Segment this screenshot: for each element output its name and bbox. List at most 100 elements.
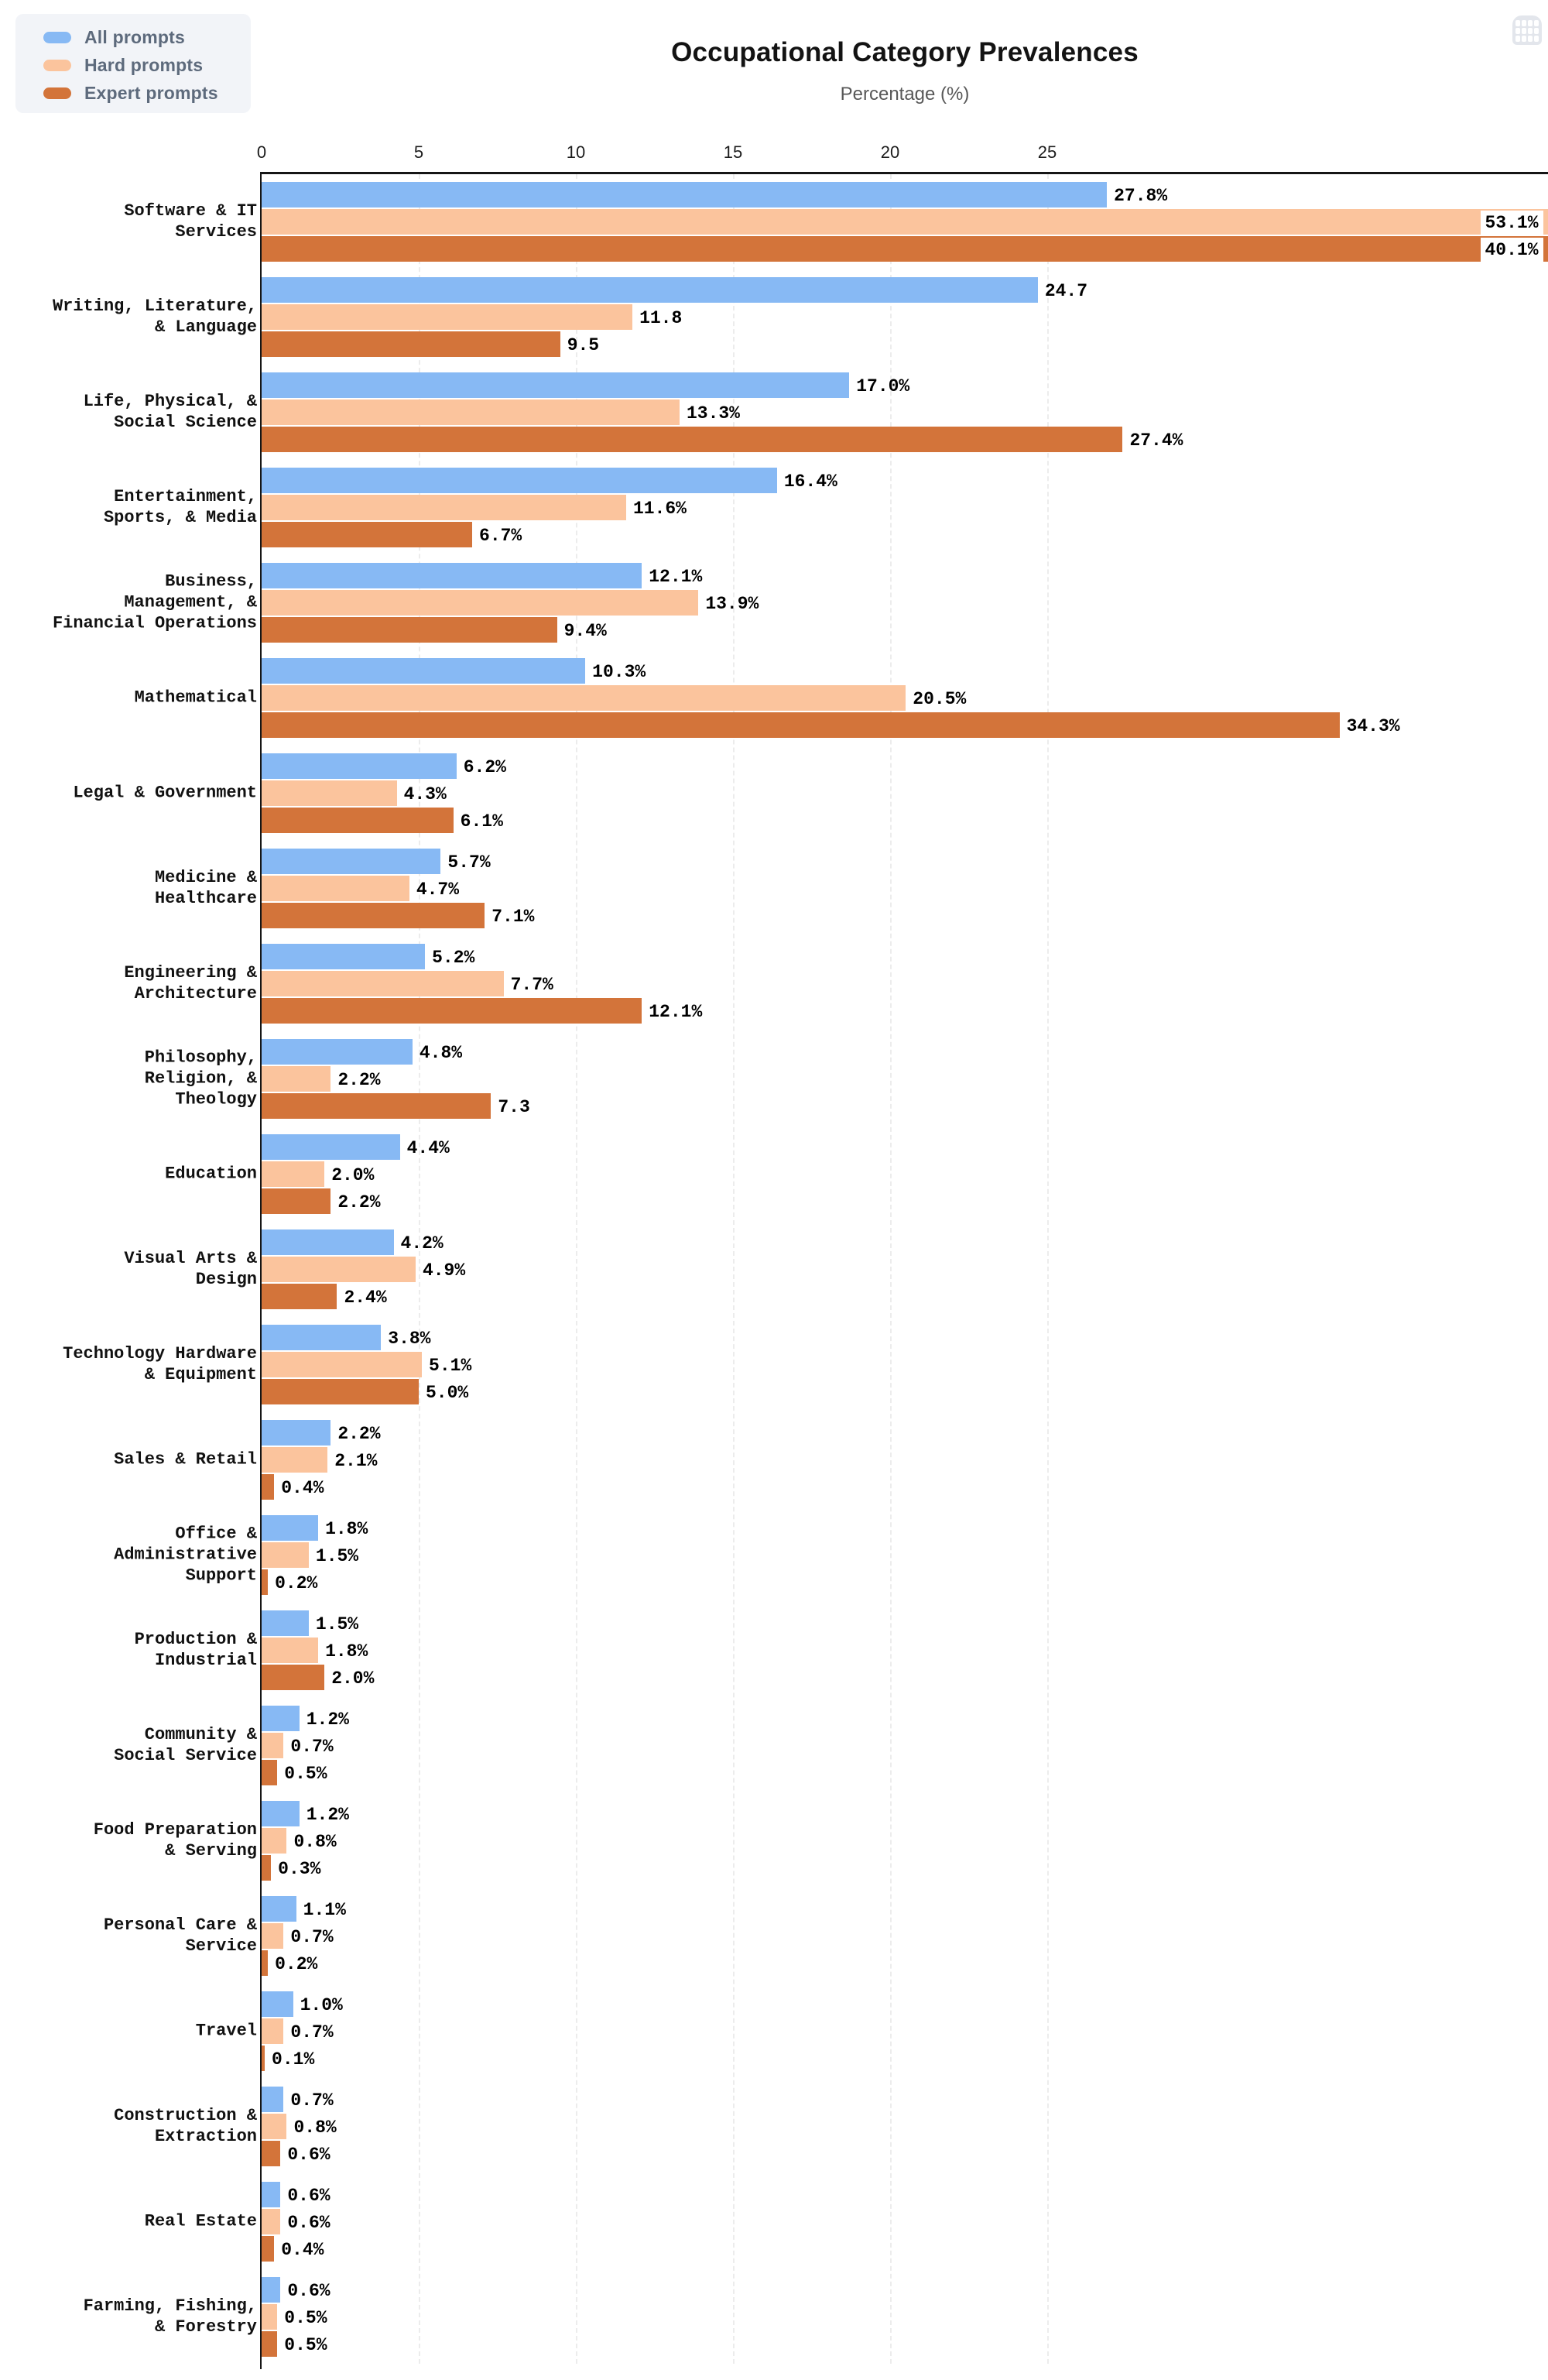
bar-hard-prompts[interactable] [262, 1828, 287, 1854]
data-table-icon[interactable] [1512, 15, 1542, 45]
bar-value-label: 7.7% [510, 974, 553, 995]
bar-expert-prompts[interactable] [262, 331, 560, 357]
bar-all-prompts[interactable] [262, 372, 850, 398]
bar-hard-prompts[interactable] [262, 400, 680, 425]
bar-hard-prompts[interactable] [262, 1352, 423, 1377]
bar-hard-prompts[interactable] [262, 1066, 331, 1092]
category-label: Business, Management, & Financial Operat… [52, 571, 257, 633]
bar-all-prompts[interactable] [262, 1039, 413, 1065]
x-axis-tick-label: 10 [566, 142, 586, 162]
category-label: Entertainment, Sports, & Media [103, 487, 257, 527]
bar-all-prompts[interactable] [262, 2087, 284, 2112]
bar-expert-prompts[interactable] [262, 1474, 275, 1500]
category-label: Food Preparation & Serving [93, 1820, 257, 1860]
bar-all-prompts[interactable] [262, 1706, 300, 1731]
bar-value-label: 4.4% [406, 1137, 450, 1158]
bar-expert-prompts[interactable] [262, 712, 1340, 738]
category-label: Visual Arts & Design [124, 1249, 257, 1289]
legend-label: All prompts [84, 27, 185, 47]
bar-expert-prompts[interactable] [262, 2046, 265, 2071]
bar-value-label: 9.4% [563, 620, 607, 641]
bar-expert-prompts[interactable] [262, 522, 473, 547]
bar-all-prompts[interactable] [262, 277, 1038, 303]
bar-expert-prompts[interactable] [262, 1188, 331, 1214]
bar-expert-prompts[interactable] [262, 2236, 275, 2262]
bar-expert-prompts[interactable] [262, 1855, 272, 1881]
bar-hard-prompts[interactable] [262, 2018, 284, 2044]
bar-value-label: 0.4% [281, 1477, 324, 1498]
bar-all-prompts[interactable] [262, 2182, 281, 2207]
legend-item-expert-prompts[interactable]: Expert prompts [43, 83, 251, 104]
bar-hard-prompts[interactable] [262, 209, 1548, 235]
bar-all-prompts[interactable] [262, 1420, 331, 1445]
bar-hard-prompts[interactable] [262, 1733, 284, 1758]
legend-item-hard-prompts[interactable]: Hard prompts [43, 55, 251, 76]
category-label: Sales & Retail [114, 1449, 257, 1469]
bar-expert-prompts[interactable] [262, 1760, 278, 1785]
bar-value-label: 1.8% [325, 1641, 368, 1662]
bar-hard-prompts[interactable] [262, 495, 626, 520]
bar-hard-prompts[interactable] [262, 1257, 416, 1282]
bar-value-label: 10.3% [592, 661, 646, 682]
bar-all-prompts[interactable] [262, 2277, 281, 2303]
bar-hard-prompts[interactable] [262, 685, 906, 711]
bar-value-label: 0.4% [281, 2239, 324, 2260]
bar-all-prompts[interactable] [262, 563, 642, 588]
legend-item-all-prompts[interactable]: All prompts [43, 27, 251, 48]
bar-value-label: 17.0% [856, 376, 910, 396]
bar-hard-prompts[interactable] [262, 1923, 284, 1949]
bar-all-prompts[interactable] [262, 1801, 300, 1826]
bar-expert-prompts[interactable] [262, 1665, 325, 1690]
bar-all-prompts[interactable] [262, 1515, 319, 1541]
bar-all-prompts[interactable] [262, 1991, 293, 2017]
bar-all-prompts[interactable] [262, 1896, 296, 1922]
bar-value-label: 0.7% [290, 2022, 334, 2042]
bar-hard-prompts[interactable] [262, 2304, 278, 2330]
bar-all-prompts[interactable] [262, 849, 441, 874]
bar-hard-prompts[interactable] [262, 1542, 309, 1568]
bar-hard-prompts[interactable] [262, 780, 397, 806]
bar-expert-prompts[interactable] [262, 1379, 419, 1404]
bar-expert-prompts[interactable] [262, 2331, 278, 2357]
bar-all-prompts[interactable] [262, 1610, 309, 1636]
bar-expert-prompts[interactable] [262, 427, 1123, 452]
category-label: Travel [195, 2021, 257, 2041]
bar-all-prompts[interactable] [262, 468, 777, 493]
bar-hard-prompts[interactable] [262, 2114, 287, 2139]
bar-hard-prompts[interactable] [262, 1161, 325, 1187]
bar-all-prompts[interactable] [262, 1229, 394, 1255]
bar-hard-prompts[interactable] [262, 2209, 281, 2234]
bar-value-label: 27.4% [1129, 430, 1183, 451]
bar-expert-prompts[interactable] [262, 617, 557, 643]
bar-expert-prompts[interactable] [262, 808, 454, 833]
bar-value-label: 5.1% [429, 1355, 472, 1376]
bar-hard-prompts[interactable] [262, 1447, 328, 1473]
legend-label: Hard prompts [84, 55, 204, 75]
bar-expert-prompts[interactable] [262, 1569, 269, 1595]
bar-hard-prompts[interactable] [262, 1638, 319, 1663]
bar-all-prompts[interactable] [262, 182, 1108, 207]
bar-hard-prompts[interactable] [262, 304, 633, 330]
category-label: Technology Hardware & Equipment [63, 1344, 257, 1384]
bar-all-prompts[interactable] [262, 1134, 400, 1160]
bar-hard-prompts[interactable] [262, 590, 699, 616]
bar-expert-prompts[interactable] [262, 2141, 281, 2166]
category-label: Personal Care & Service [103, 1915, 257, 1956]
bar-value-label: 6.7% [479, 525, 522, 546]
bar-all-prompts[interactable] [262, 1325, 382, 1350]
bar-expert-prompts[interactable] [262, 236, 1548, 262]
bar-expert-prompts[interactable] [262, 1284, 337, 1309]
bar-expert-prompts[interactable] [262, 998, 642, 1024]
bar-all-prompts[interactable] [262, 753, 457, 779]
bar-hard-prompts[interactable] [262, 971, 504, 996]
bar-all-prompts[interactable] [262, 944, 426, 969]
bar-expert-prompts[interactable] [262, 1950, 269, 1976]
x-axis-title: Percentage (%) [840, 84, 970, 105]
bar-all-prompts[interactable] [262, 658, 586, 684]
category-label: Software & IT Services [124, 201, 257, 242]
bar-hard-prompts[interactable] [262, 876, 409, 901]
bar-expert-prompts[interactable] [262, 903, 485, 928]
bar-expert-prompts[interactable] [262, 1093, 491, 1119]
category-label: Production & Industrial [134, 1630, 257, 1670]
hard-prompts-swatch-icon [43, 60, 71, 71]
